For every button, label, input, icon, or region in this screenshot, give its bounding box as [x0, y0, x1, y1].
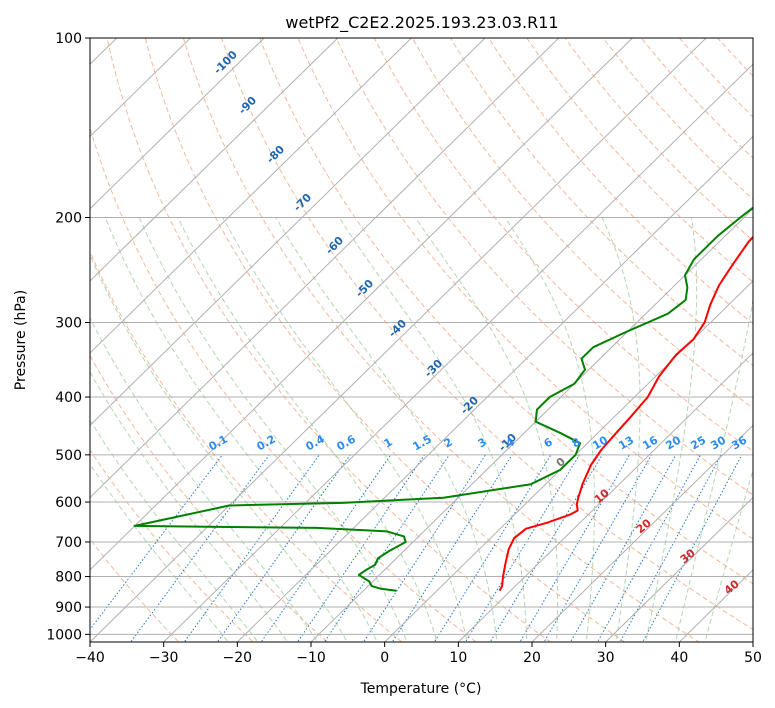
mixing-ratio-line [260, 454, 392, 642]
mixing-ratio-line [90, 454, 223, 631]
dry-adiabat-line [90, 354, 329, 642]
dry-adiabat-line [90, 250, 403, 642]
moist-adiabat-line [645, 217, 698, 642]
moist-adiabat-line [414, 217, 559, 642]
mixing-ratio-line [216, 454, 351, 642]
dry-adiabat-line [259, 38, 753, 585]
moist-adiabat-line [674, 297, 753, 642]
dry-adiabat-line [90, 538, 180, 642]
isotherm-line [236, 135, 753, 642]
moist-adiabat-line [138, 217, 408, 642]
isotherm-line [90, 38, 412, 354]
mixing-ratio-line [296, 454, 425, 642]
dry-adiabat-line [335, 38, 753, 496]
y-tick-label: 600 [55, 495, 82, 511]
moist-adiabat-line [90, 463, 229, 642]
dry-adiabat-line [144, 38, 626, 642]
background-lines [90, 38, 753, 642]
isotherm-line [90, 38, 265, 210]
mixing-ratio-line [433, 454, 552, 642]
dry-adiabat-line [106, 38, 552, 642]
mixing-ratio-line [391, 454, 513, 642]
x-tick-label: 30 [597, 650, 615, 666]
y-tick-label: 700 [55, 535, 82, 551]
isotherm-line [531, 424, 753, 642]
moist-adiabat-line [90, 371, 289, 642]
isotherm-line [90, 38, 633, 571]
y-axis-label: Pressure (hPa) [13, 290, 29, 390]
mixing-ratio-line [130, 454, 270, 642]
y-tick-label: 900 [55, 600, 82, 616]
isotherm-line [163, 63, 753, 642]
x-axis-label: Temperature (°C) [360, 681, 482, 697]
mixing-ratio-line [464, 454, 580, 642]
dry-adiabat-line [449, 38, 753, 367]
x-tick-label: 50 [744, 650, 762, 666]
x-tick-label: 20 [523, 650, 541, 666]
moist-adiabat-line [601, 217, 641, 642]
x-tick-label: 10 [449, 650, 467, 666]
isotherm-line [90, 38, 707, 642]
y-tick-label: 800 [55, 570, 82, 586]
mixing-ratio-line [489, 454, 603, 642]
x-tick-label: −20 [223, 650, 253, 666]
x-tick-label: −40 [75, 650, 105, 666]
isotherm-line [90, 38, 560, 499]
mixing-ratio-line [323, 454, 450, 642]
x-tick-label: −30 [149, 650, 179, 666]
temperature-profile [498, 235, 753, 592]
moist-adiabat-line [177, 217, 438, 642]
isotherm-line [310, 207, 753, 642]
dry-adiabat-line [221, 38, 753, 631]
y-tick-label: 300 [55, 316, 82, 332]
y-axis: 100 200 300 400 500 600 700 800 900 1000 [46, 31, 90, 643]
y-tick-label: 200 [55, 211, 82, 227]
mixing-ratio-line [642, 454, 743, 642]
moist-adiabat-line [275, 217, 498, 642]
plot-frame [89, 37, 754, 643]
chart-title: wetPf2_C2E2.2025.193.23.03.R11 [285, 13, 558, 33]
mixing-ratio-line [519, 454, 630, 642]
moist-adiabat-line [90, 316, 319, 642]
moist-adiabat-line [90, 253, 348, 642]
dry-adiabat-line [411, 38, 753, 409]
moist-adiabat-line [90, 419, 259, 642]
isotherm-line [605, 496, 753, 642]
y-tick-label: 100 [55, 31, 82, 47]
y-tick-label: 400 [55, 390, 82, 406]
pressure-gridlines [90, 38, 753, 635]
moist-adiabat-line [704, 468, 753, 642]
dry-adiabat-line [526, 38, 753, 283]
dry-adiabat-line [90, 126, 477, 642]
x-axis: −40 −30 −20 −10 0 10 20 30 40 50 [75, 642, 762, 666]
mixing-ratio-line [596, 454, 702, 642]
x-tick-label: 0 [380, 650, 389, 666]
profiles [133, 206, 753, 592]
isotherm-line [457, 352, 753, 642]
mixing-ratio-line [183, 454, 320, 642]
dewpoint-profile [133, 206, 753, 592]
moist-adiabat-line [104, 217, 378, 642]
x-tick-label: 40 [670, 650, 688, 666]
x-tick-label: −10 [296, 650, 326, 666]
mixing-ratio-line [619, 454, 722, 642]
isotherm-line [90, 38, 486, 427]
dry-adiabat-line [90, 449, 254, 642]
isotherm-line [90, 38, 339, 282]
y-tick-label: 1000 [46, 627, 82, 643]
y-tick-label: 500 [55, 448, 82, 464]
